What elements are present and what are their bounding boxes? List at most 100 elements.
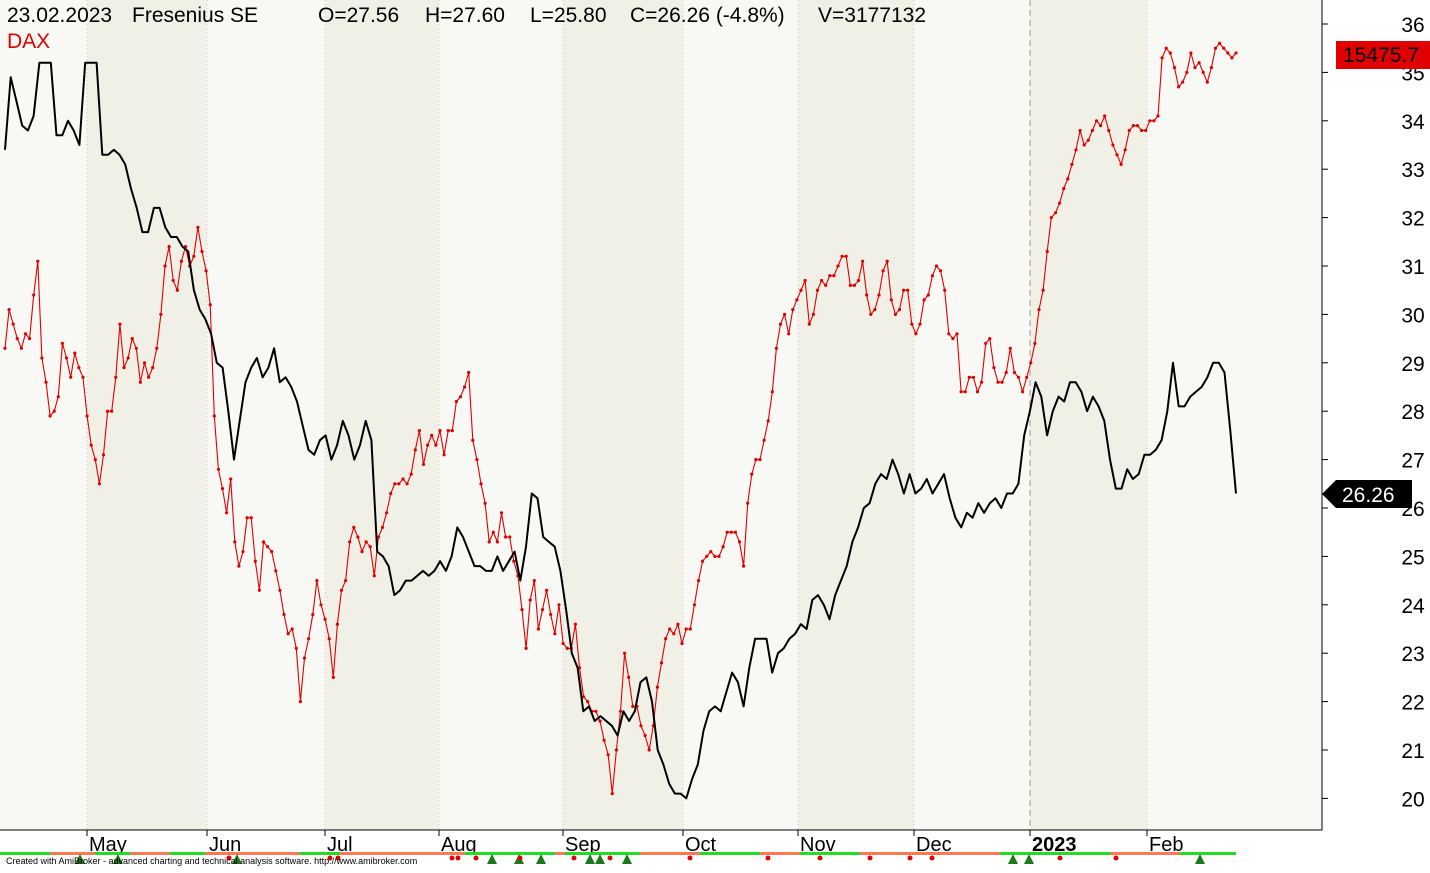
dax-point <box>975 390 980 394</box>
dax-point <box>274 569 278 573</box>
dax-point <box>93 458 97 462</box>
dax-point <box>721 545 725 549</box>
dax-point <box>163 264 167 268</box>
dax-point <box>204 269 208 273</box>
dax-point <box>1099 124 1103 128</box>
dax-point <box>902 288 906 292</box>
dax-point <box>717 554 721 559</box>
dax-point <box>298 700 302 704</box>
dax-point <box>984 341 988 345</box>
dax-point <box>520 608 524 612</box>
dax-point <box>471 438 475 442</box>
down-marker <box>867 855 873 861</box>
dax-point <box>323 617 327 621</box>
dax-point <box>807 322 811 326</box>
dax-point <box>1029 361 1033 365</box>
dax-point <box>828 274 832 278</box>
down-marker <box>517 855 523 861</box>
dax-point <box>311 612 315 617</box>
dax-point <box>733 530 738 534</box>
signal-strip-segment <box>700 852 760 855</box>
dax-point <box>774 346 779 350</box>
dax-point <box>766 419 770 423</box>
dax-point <box>155 346 159 350</box>
month-bands <box>0 0 1322 830</box>
dax-point <box>417 429 421 433</box>
dax-point <box>315 579 319 583</box>
down-marker <box>907 855 913 861</box>
dax-point <box>951 337 955 341</box>
dax-point <box>126 356 130 360</box>
dax-point <box>988 337 992 341</box>
month-band <box>914 0 1030 830</box>
dax-point <box>290 627 294 631</box>
dax-point <box>787 332 791 336</box>
up-marker <box>1195 854 1205 864</box>
dax-point <box>873 308 877 312</box>
dax-point <box>1213 46 1218 50</box>
dax-point <box>331 675 335 680</box>
dax-point <box>1148 119 1152 123</box>
signal-strip-segment <box>800 852 860 855</box>
dax-point <box>881 269 885 273</box>
dax-point <box>659 661 664 665</box>
dax-point <box>405 482 409 486</box>
dax-point <box>1181 80 1185 84</box>
dax-point <box>696 579 701 583</box>
x-tick-label: May <box>89 834 127 856</box>
dax-point <box>32 293 36 297</box>
dax-point <box>389 491 393 496</box>
dax-point <box>852 283 857 287</box>
dax-point <box>992 366 996 370</box>
dax-point <box>1049 216 1053 220</box>
dax-point <box>889 298 893 302</box>
month-band <box>325 0 439 830</box>
dax-point <box>906 288 910 292</box>
dax-point <box>643 733 647 738</box>
x-tick-label: Feb <box>1149 834 1183 856</box>
dax-point <box>225 511 229 515</box>
dax-point <box>528 598 532 602</box>
dax-point <box>1012 370 1017 375</box>
signal-strip-segment <box>0 852 50 855</box>
dax-point <box>40 356 44 360</box>
header-volume: V=3177132 <box>818 4 926 27</box>
dax-point <box>376 535 380 539</box>
dax-point <box>110 409 114 413</box>
header-high: H=27.60 <box>425 4 505 27</box>
up-marker <box>1008 854 1018 864</box>
dax-point <box>77 366 81 370</box>
dax-point <box>1205 80 1209 84</box>
dax-point <box>664 637 668 641</box>
dax-point <box>504 535 508 539</box>
y-tick-label: 23 <box>1401 643 1424 666</box>
dax-point <box>167 245 171 249</box>
x-tick-label: Aug <box>441 834 477 856</box>
dax-point <box>175 288 179 292</box>
dax-point <box>610 792 614 796</box>
dax-point <box>1127 128 1131 133</box>
dax-point <box>44 380 48 384</box>
dax-point <box>795 298 799 302</box>
dax-point <box>586 700 590 704</box>
dax-point <box>910 322 914 326</box>
dax-point <box>1164 46 1168 50</box>
signal-strip <box>0 852 1236 864</box>
dax-point <box>1160 56 1164 60</box>
dax-point <box>1058 201 1062 205</box>
signal-strip-segment <box>170 852 205 855</box>
dax-point <box>778 322 783 326</box>
price-value-badge: 26.26 <box>1322 480 1412 508</box>
up-marker <box>232 854 242 864</box>
dax-point <box>69 375 73 379</box>
dax-point <box>450 429 454 433</box>
dax-point <box>434 443 438 447</box>
dax-point <box>582 695 586 699</box>
up-marker <box>536 854 546 864</box>
y-tick-label: 21 <box>1401 740 1424 763</box>
dax-point <box>142 361 147 365</box>
dax-point <box>339 588 344 592</box>
dax-point <box>426 443 430 447</box>
